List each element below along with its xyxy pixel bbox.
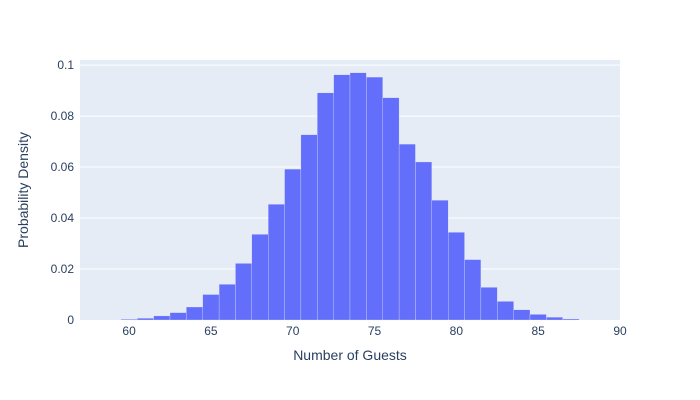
x-axis-ticks: 60 65 70 75 80 85 90 [122,324,627,338]
histogram-bar [137,318,154,321]
histogram-bar [218,284,236,321]
histogram-bar [464,259,482,321]
histogram-bar [349,72,367,321]
histogram-bar [333,74,351,321]
histogram-bar [382,97,400,321]
x-tick-label: 75 [368,324,382,338]
histogram-bar [202,294,220,321]
histogram-bar [562,318,580,321]
histogram-bar [235,263,252,321]
histogram-bar [415,161,432,321]
histogram-bar [480,287,498,321]
x-tick-label: 80 [450,324,464,338]
y-tick-label: 0.1 [57,58,74,72]
histogram-bar [513,309,531,321]
y-tick-label: 0.06 [51,160,75,174]
x-tick-label: 60 [122,324,136,338]
y-axis-title: Probability Density [15,132,31,248]
histogram-bar [317,92,334,321]
histogram-bar [366,76,383,321]
histogram-bar [251,234,269,321]
y-tick-label: 0.04 [51,211,75,225]
histogram-bar [398,143,416,321]
x-tick-label: 70 [286,324,300,338]
histogram-bar [529,314,547,321]
histogram-bar [169,312,187,321]
histogram-bar [448,232,465,321]
x-tick-label: 65 [204,324,218,338]
x-axis-title: Number of Guests [293,347,407,363]
x-tick-label: 90 [613,324,627,338]
y-tick-label: 0.02 [51,262,75,276]
bars-group [120,72,580,321]
histogram-bar [431,200,449,321]
histogram-bar [300,134,318,321]
y-axis-ticks: 0 0.02 0.04 0.06 0.08 0.1 [51,58,75,327]
histogram-bar [497,301,514,321]
histogram-bar [284,168,302,321]
histogram-bar [268,204,285,321]
y-tick-label: 0.08 [51,109,75,123]
x-tick-label: 85 [532,324,546,338]
histogram-bar [153,315,171,321]
y-tick-label: 0 [67,313,74,327]
histogram-bar [186,306,203,321]
histogram-bar [546,317,563,321]
histogram-bar [120,319,138,321]
